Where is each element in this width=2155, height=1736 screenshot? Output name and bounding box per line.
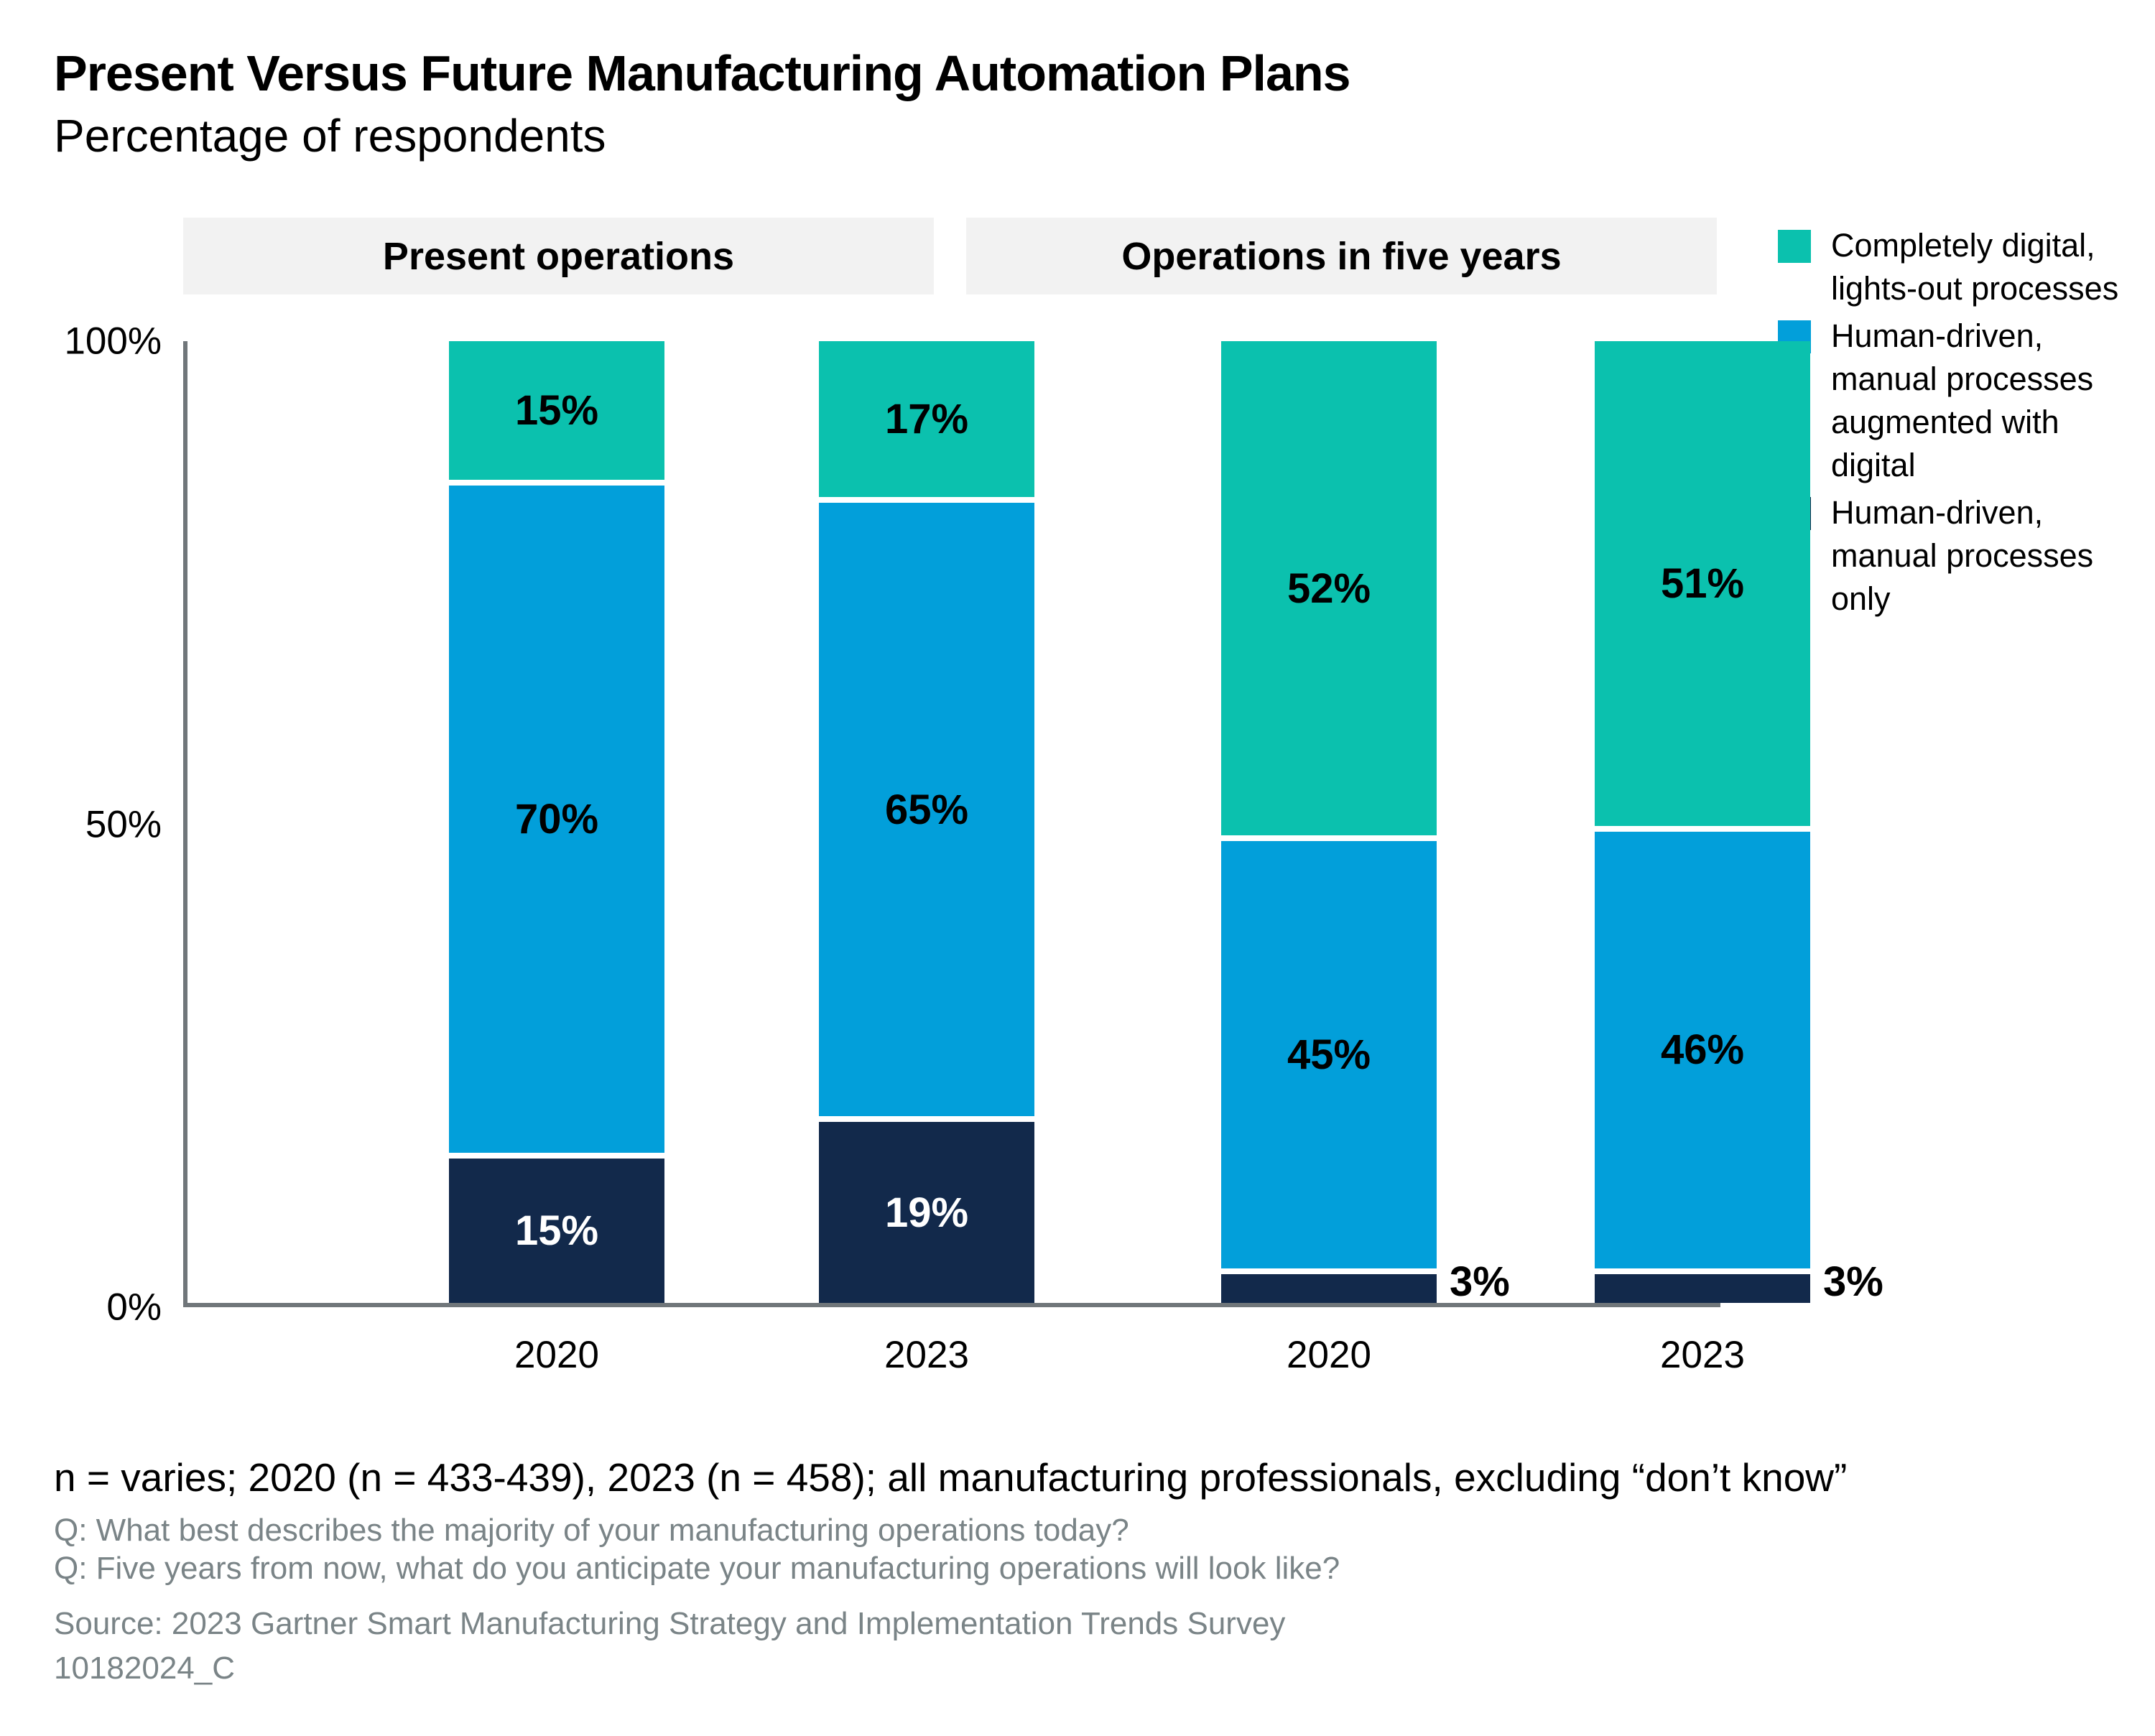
bar-segment: 3% [1595, 1258, 1883, 1305]
source-note: Source: 2023 Gartner Smart Manufacturing… [54, 1606, 1286, 1641]
legend-label: Human-driven, manual processes augmented… [1831, 317, 2094, 483]
bar-segment-value: 70% [514, 795, 599, 843]
x-axis-baseline [183, 1303, 1720, 1307]
bar-segment: 45% [1221, 841, 1437, 1274]
bar-segment-value: 51% [1660, 560, 1745, 607]
bar-segment-value: 19% [884, 1189, 969, 1236]
bar-segment-value: 3% [1823, 1258, 1883, 1305]
y-axis-line [183, 341, 187, 1307]
y-axis-tick-50: 50% [85, 803, 162, 846]
bar-segment: 19% [819, 1122, 1034, 1303]
bar-segment-value: 46% [1660, 1026, 1745, 1074]
legend-label: Completely digital, lights-out processes [1831, 227, 2119, 307]
bar-segment: 52% [1221, 341, 1437, 842]
bar-segment-value: 52% [1287, 565, 1371, 612]
legend-item-completely-digital: Completely digital, lights-out processes [1778, 224, 2144, 310]
bar-segment: 51% [1595, 341, 1810, 832]
bar-segment-value: 17% [884, 396, 969, 443]
chart-title: Present Versus Future Manufacturing Auto… [54, 45, 1351, 101]
plot-area: 15% 70% 15% 2020 17% 65% 19% 2023 52% 45% 3% 2020 51… [183, 341, 1883, 1376]
y-axis-tick-0: 0% [106, 1286, 162, 1329]
bar-segment: 46% [1595, 831, 1810, 1274]
survey-question-1: Q: What best describes the majority of y… [54, 1513, 1129, 1548]
legend-item-manual-only: Human-driven, manual processes only [1778, 491, 2144, 621]
bar-present-2023: 17% 65% 19% 2023 [819, 341, 1034, 1376]
bar-segment: 70% [449, 485, 664, 1159]
group-header-operations-in-five-years: Operations in five years [966, 218, 1717, 294]
bar-segment: 15% [449, 1159, 664, 1303]
survey-question-2: Q: Five years from now, what do you anti… [54, 1551, 1340, 1586]
legend-swatch-teal-icon [1778, 230, 1811, 263]
group-header-present-operations: Present operations [183, 218, 934, 294]
bar-segment: 15% [449, 341, 664, 486]
x-axis-label: 2023 [884, 1334, 969, 1376]
bar-segment-value: 15% [514, 386, 599, 434]
bar-segment-value: 3% [1450, 1258, 1510, 1305]
x-axis-label: 2023 [1660, 1334, 1745, 1376]
legend: Completely digital, lights-out processes… [1778, 224, 2144, 625]
bar-segment: 17% [819, 341, 1034, 503]
x-axis-label: 2020 [1287, 1334, 1371, 1376]
y-axis-tick-100: 100% [64, 320, 162, 363]
bar-future-2020: 52% 45% 3% 2020 [1221, 341, 1510, 1376]
legend-label: Human-driven, manual processes only [1831, 494, 2094, 617]
bar-future-2023: 51% 46% 3% 2023 [1595, 341, 1883, 1376]
bar-present-2020: 15% 70% 15% 2020 [449, 341, 664, 1376]
legend-item-augmented-with-digital: Human-driven, manual processes augmented… [1778, 315, 2144, 487]
bar-segment: 3% [1221, 1258, 1510, 1305]
sample-size-note: n = varies; 2020 (n = 433-439), 2023 (n … [54, 1455, 1848, 1500]
x-axis-label: 2020 [514, 1334, 599, 1376]
bar-segment-value: 65% [884, 786, 969, 833]
bar-segment-value: 15% [514, 1207, 599, 1255]
document-id: 10182024_C [54, 1651, 236, 1686]
chart-subtitle: Percentage of respondents [54, 110, 606, 162]
bar-segment-value: 45% [1287, 1031, 1371, 1079]
bar-segment: 65% [819, 503, 1034, 1123]
